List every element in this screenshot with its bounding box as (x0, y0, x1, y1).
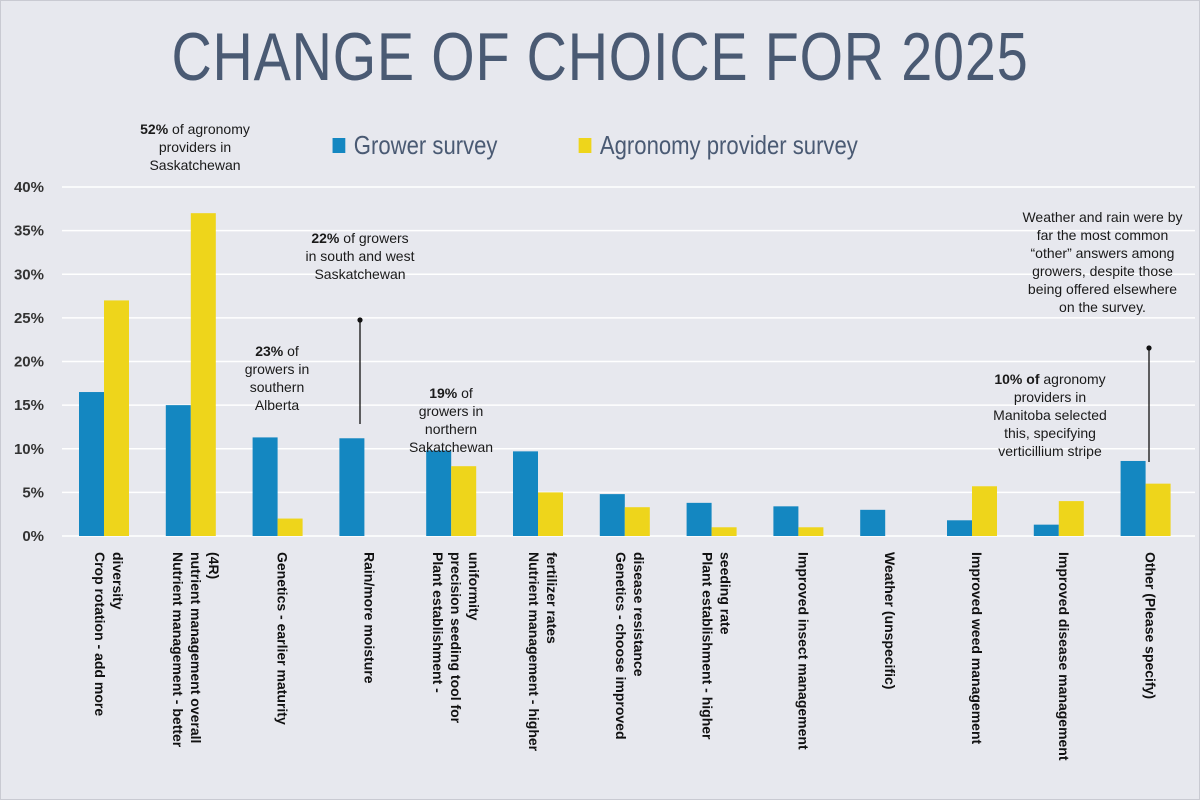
category-label-line: seeding rate (718, 552, 734, 635)
category-label-line: Improved insect management (795, 552, 811, 750)
category-label-line: Weather (unspecific) (882, 552, 898, 689)
category-label-line: Plant establishment - (430, 552, 446, 693)
bar-provider (538, 492, 563, 536)
legend-swatch-provider (578, 138, 592, 153)
x-category-label: Improved insect management (795, 552, 811, 750)
category-label-line: uniformity (466, 552, 482, 621)
annotation-south-west-saskatchewan: 22% of growers in south and west Saskatc… (305, 230, 415, 282)
chart-legend: Grower survey Agronomy provider survey (0, 130, 1200, 161)
bar-grower (773, 506, 799, 536)
y-tick-label: 0% (22, 528, 44, 545)
chart-title: CHANGE OF CHOICE FOR 2025 (171, 19, 1029, 95)
leader-line-layer (357, 317, 1152, 462)
legend-label-provider: Agronomy provider survey (599, 130, 858, 160)
annotation-leader-dot (357, 317, 363, 323)
bar-provider (190, 213, 216, 537)
category-label-line: Nutrient management - better (170, 552, 186, 748)
x-category-label: Improved disease management (1056, 552, 1072, 761)
legend-item-grower: Grower survey (332, 130, 497, 161)
bar-provider (798, 527, 824, 536)
annotation-manitoba-providers: 10% of agronomy providers in Manitoba se… (993, 371, 1107, 459)
y-tick-label: 35% (14, 223, 44, 240)
y-tick-label: 15% (14, 397, 44, 414)
legend-item-provider: Agronomy provider survey (578, 130, 858, 161)
category-label-line: (4R) (206, 552, 222, 579)
category-label-line: nutrient management overall (188, 552, 204, 743)
annotation-saskatchewan-providers: 52% of agronomy providers in Saskatchewa… (140, 121, 250, 173)
x-category-label: Other (Please specify) (1143, 552, 1159, 699)
annotation-leader-dot (1146, 345, 1152, 351)
y-tick-label: 40% (14, 179, 44, 196)
x-category-label: Genetics - earlier maturity (275, 552, 291, 725)
x-category-label: Nutrient management - better nutrient man… (170, 552, 222, 748)
x-category-label: Rain/more moisture (361, 552, 377, 684)
bar-grower (686, 502, 712, 536)
y-tick-label: 25% (14, 310, 44, 327)
bar-grower (860, 509, 886, 536)
category-label-line: fertilizer rates (544, 552, 560, 644)
category-label-line: Rain/more moisture (361, 552, 377, 684)
bar-provider (277, 518, 303, 536)
x-category-label: Improved weed management (969, 552, 985, 745)
annotation-southern-alberta: 23% of growers in southern Alberta (244, 343, 310, 413)
bar-grower (426, 450, 452, 536)
category-label-line: Genetics - choose improved (613, 552, 629, 740)
y-tick-label: 10% (14, 441, 44, 458)
x-category-label: Weather (unspecific) (882, 552, 898, 689)
x-category-label: Genetics - choose improved disease resist… (613, 552, 647, 740)
x-category-label: Nutrient management - higher fertilizer r… (526, 552, 560, 752)
category-label-line: Other (Please specify) (1143, 552, 1159, 699)
category-label-line: Improved disease management (1056, 552, 1072, 761)
y-tick-label: 5% (22, 484, 44, 501)
legend-label-grower: Grower survey (353, 130, 498, 160)
category-label-line: Plant establishment - higher (700, 552, 716, 740)
category-label-line: precision seeding tool for (448, 552, 464, 724)
annotation-northern-saskatchewan: 19% of growers in northern Sakatchewan (408, 385, 494, 455)
x-category-label: Plant establishment - precision seeding t… (430, 552, 482, 724)
category-label-line: disease resistance (631, 552, 647, 677)
y-tick-label: 30% (14, 266, 44, 283)
bar-grower (513, 451, 538, 536)
bar-grower (339, 438, 365, 536)
bar-grower (1120, 460, 1146, 536)
category-label-line: Genetics - earlier maturity (275, 552, 291, 725)
category-label-layer: Crop rotation - add more diversity Nutrien… (92, 552, 1159, 761)
x-category-label: Plant establishment - higher seeding rate (700, 552, 734, 740)
bar-layer (79, 213, 1171, 537)
bar-grower (79, 392, 104, 536)
bar-grower (1033, 524, 1059, 536)
bar-grower (599, 494, 625, 536)
legend-swatch-grower (332, 138, 346, 153)
bar-provider (1145, 483, 1171, 536)
category-label-line: Crop rotation - add more (92, 552, 108, 716)
category-label-line: Improved weed management (969, 552, 985, 745)
bar-provider (972, 486, 997, 536)
bar-grower (252, 437, 278, 536)
y-tick-label: 20% (14, 354, 44, 371)
annotation-other-weather: Weather and rain were by far the most co… (1022, 209, 1183, 315)
bar-grower (165, 405, 191, 536)
bar-provider (451, 466, 477, 536)
bar-provider (624, 507, 650, 536)
category-label-line: Nutrient management - higher (526, 552, 542, 752)
grid-layer: 0% 5% 10% 15% 20% 25% 30% 35% 40% (14, 179, 1195, 545)
bar-grower (947, 520, 972, 536)
bar-provider (711, 527, 737, 536)
category-label-line: diversity (110, 552, 126, 610)
bar-provider (1058, 501, 1084, 536)
bar-provider (104, 300, 129, 536)
x-category-label: Crop rotation - add more diversity (92, 552, 126, 716)
